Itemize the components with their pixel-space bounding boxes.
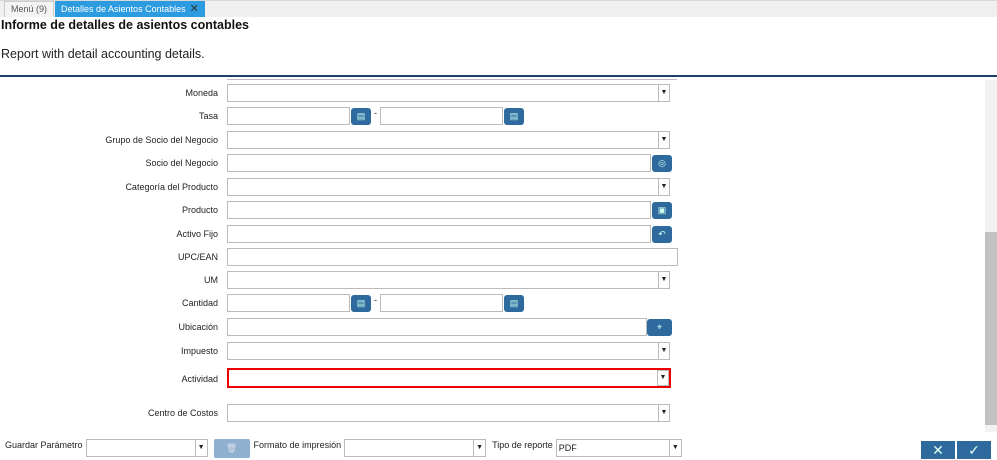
chevron-down-icon[interactable]: ▼ xyxy=(658,131,670,149)
bottom-bar: Guardar Parámetro ▼ 🗑 Formato de impresi… xyxy=(5,439,688,459)
label-moneda: Moneda xyxy=(185,88,218,98)
asset-icon[interactable]: ↶ xyxy=(652,226,672,243)
tipo-select[interactable]: PDF xyxy=(555,439,670,457)
chevron-down-icon[interactable]: ▼ xyxy=(658,178,670,196)
calculator-icon[interactable]: ▤ xyxy=(351,295,371,312)
label-activo: Activo Fijo xyxy=(176,229,218,239)
label-impuesto: Impuesto xyxy=(180,346,218,356)
ok-button[interactable]: ✓ xyxy=(957,441,991,459)
tab-bar: Menú (9) Detalles de Asientos Contables ✕ xyxy=(0,0,997,17)
label-tipo: Tipo de reporte xyxy=(492,440,553,450)
socio-input[interactable] xyxy=(227,154,651,172)
label-ubicacion: Ubicación xyxy=(178,322,218,332)
label-um: UM xyxy=(204,275,218,285)
um-input[interactable] xyxy=(227,271,659,289)
page-title: Informe de detalles de asientos contable… xyxy=(1,18,249,32)
label-upc: UPC/EAN xyxy=(177,252,218,262)
range-separator: - xyxy=(374,295,377,305)
label-formato: Formato de impresión xyxy=(253,440,342,450)
upc-input[interactable] xyxy=(227,248,678,266)
chevron-down-icon[interactable]: ▼ xyxy=(658,342,670,360)
chevron-down-icon[interactable]: ▼ xyxy=(658,404,670,422)
calculator-icon[interactable]: ▤ xyxy=(351,108,371,125)
chevron-down-icon[interactable]: ▼ xyxy=(669,439,682,457)
tipo-value: PDF xyxy=(558,443,577,453)
chevron-down-icon[interactable]: ▼ xyxy=(195,439,208,457)
centro-input[interactable] xyxy=(227,404,659,422)
chevron-down-icon[interactable]: ▼ xyxy=(658,84,670,102)
trash-icon[interactable]: 🗑 xyxy=(213,439,250,458)
page-description: Report with detail accounting details. xyxy=(1,47,205,61)
cantidad-from-input[interactable] xyxy=(227,294,350,312)
label-guardar: Guardar Parámetro xyxy=(5,440,83,450)
impuesto-input[interactable] xyxy=(227,342,659,360)
ubicacion-input[interactable] xyxy=(227,318,647,336)
chevron-down-icon[interactable]: ▼ xyxy=(474,439,487,457)
user-icon[interactable]: ◎ xyxy=(652,155,672,172)
label-cantidad: Cantidad xyxy=(181,298,218,308)
label-socio: Socio del Negocio xyxy=(145,158,218,168)
scrollbar[interactable] xyxy=(985,80,997,432)
range-separator: - xyxy=(374,108,377,118)
actividad-input[interactable] xyxy=(227,368,671,388)
formato-input[interactable] xyxy=(344,439,475,457)
label-centro: Centro de Costos xyxy=(147,408,218,418)
categoria-input[interactable] xyxy=(227,178,659,196)
producto-input[interactable] xyxy=(227,201,651,219)
label-actividad: Actividad xyxy=(181,374,218,384)
activo-input[interactable] xyxy=(227,225,651,243)
grupo-input[interactable] xyxy=(227,131,659,149)
label-tasa: Tasa xyxy=(198,111,218,121)
chevron-down-icon[interactable]: ▼ xyxy=(658,271,670,289)
locator-icon[interactable]: ⌖ xyxy=(647,319,672,336)
moneda-input[interactable] xyxy=(227,84,659,102)
close-icon[interactable]: ✕ xyxy=(189,2,199,15)
label-grupo: Grupo de Socio del Negocio xyxy=(105,135,218,145)
guardar-input[interactable] xyxy=(85,439,196,457)
calculator-icon[interactable]: ▤ xyxy=(504,295,524,312)
label-producto: Producto xyxy=(181,205,218,215)
tab-label: Detalles de Asientos Contables xyxy=(61,3,186,14)
tab-report[interactable]: Detalles de Asientos Contables ✕ xyxy=(55,1,205,17)
product-icon[interactable]: ▣ xyxy=(652,202,672,219)
tab-menu[interactable]: Menú (9) xyxy=(4,1,55,17)
tasa-from-input[interactable] xyxy=(227,107,350,125)
chevron-down-icon[interactable]: ▼ xyxy=(657,370,669,386)
divider xyxy=(227,79,677,80)
scrollbar-thumb[interactable] xyxy=(985,232,997,425)
divider xyxy=(0,75,997,77)
tasa-to-input[interactable] xyxy=(380,107,503,125)
calculator-icon[interactable]: ▤ xyxy=(504,108,524,125)
cantidad-to-input[interactable] xyxy=(380,294,503,312)
label-categoria: Categoría del Producto xyxy=(125,182,218,192)
cancel-button[interactable]: ✕ xyxy=(921,441,955,459)
